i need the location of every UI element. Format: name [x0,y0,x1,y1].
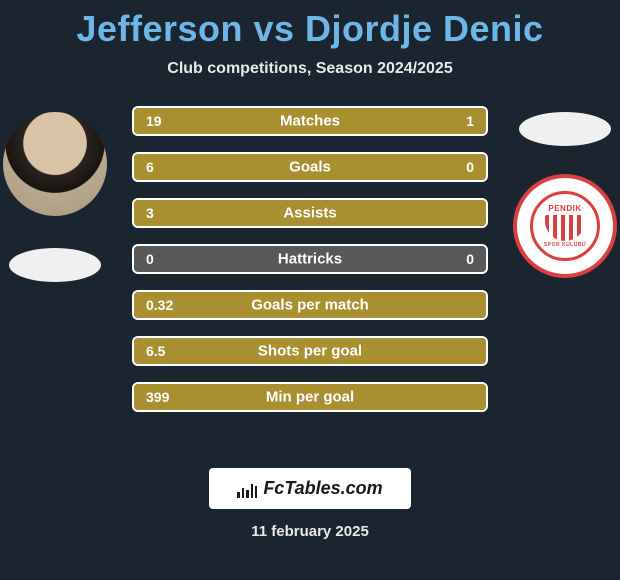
stat-label: Goals [289,159,331,176]
brand-badge: FcTables.com [209,468,410,509]
stat-label: Goals per match [251,297,369,314]
stat-value-left: 0.32 [146,297,173,313]
player-right-column: PENDIK SPOR KULÜBÜ [510,106,620,278]
stat-row: 19 1 Matches [132,106,488,136]
stat-row: 6 0 Goals [132,152,488,182]
comparison-panel: PENDIK SPOR KULÜBÜ 19 1 Matches 6 0 Goals 3 Ass… [0,106,620,446]
player-left-avatar [3,112,107,216]
stat-value-left: 399 [146,389,169,405]
stat-value-left: 6 [146,159,154,175]
stat-value-right: 0 [466,251,474,267]
stat-row: 6.5 Shots per goal [132,336,488,366]
stat-value-left: 19 [146,113,162,129]
club-stripes-icon [545,215,585,241]
player-right-flag [519,112,611,146]
stat-label: Shots per goal [258,343,362,360]
stat-row: 0 0 Hattricks [132,244,488,274]
stat-row: 3 Assists [132,198,488,228]
stat-row: 399 Min per goal [132,382,488,412]
brand-chart-icon [237,480,257,498]
stat-label: Matches [280,113,340,130]
stat-value-left: 3 [146,205,154,221]
player-right-club-badge: PENDIK SPOR KULÜBÜ [513,174,617,278]
stat-row: 0.32 Goals per match [132,290,488,320]
brand-text: FcTables.com [263,478,382,499]
club-name-bottom: SPOR KULÜBÜ [544,243,586,248]
stat-value-right: 1 [466,113,474,129]
stat-label: Assists [283,205,336,222]
stat-value-right: 0 [466,159,474,175]
subtitle: Club competitions, Season 2024/2025 [0,60,620,78]
player-left-column [0,106,110,282]
player-left-flag [9,248,101,282]
stat-label: Hattricks [278,251,342,268]
page-title: Jefferson vs Djordje Denic [0,0,620,50]
club-name-top: PENDIK [548,205,581,213]
footer: FcTables.com 11 february 2025 [0,468,620,540]
stat-value-left: 6.5 [146,343,165,359]
stat-label: Min per goal [266,389,354,406]
date-label: 11 february 2025 [251,523,369,540]
stat-bars: 19 1 Matches 6 0 Goals 3 Assists 0 0 Hattricks 0.32… [132,106,488,412]
stat-value-left: 0 [146,251,154,267]
